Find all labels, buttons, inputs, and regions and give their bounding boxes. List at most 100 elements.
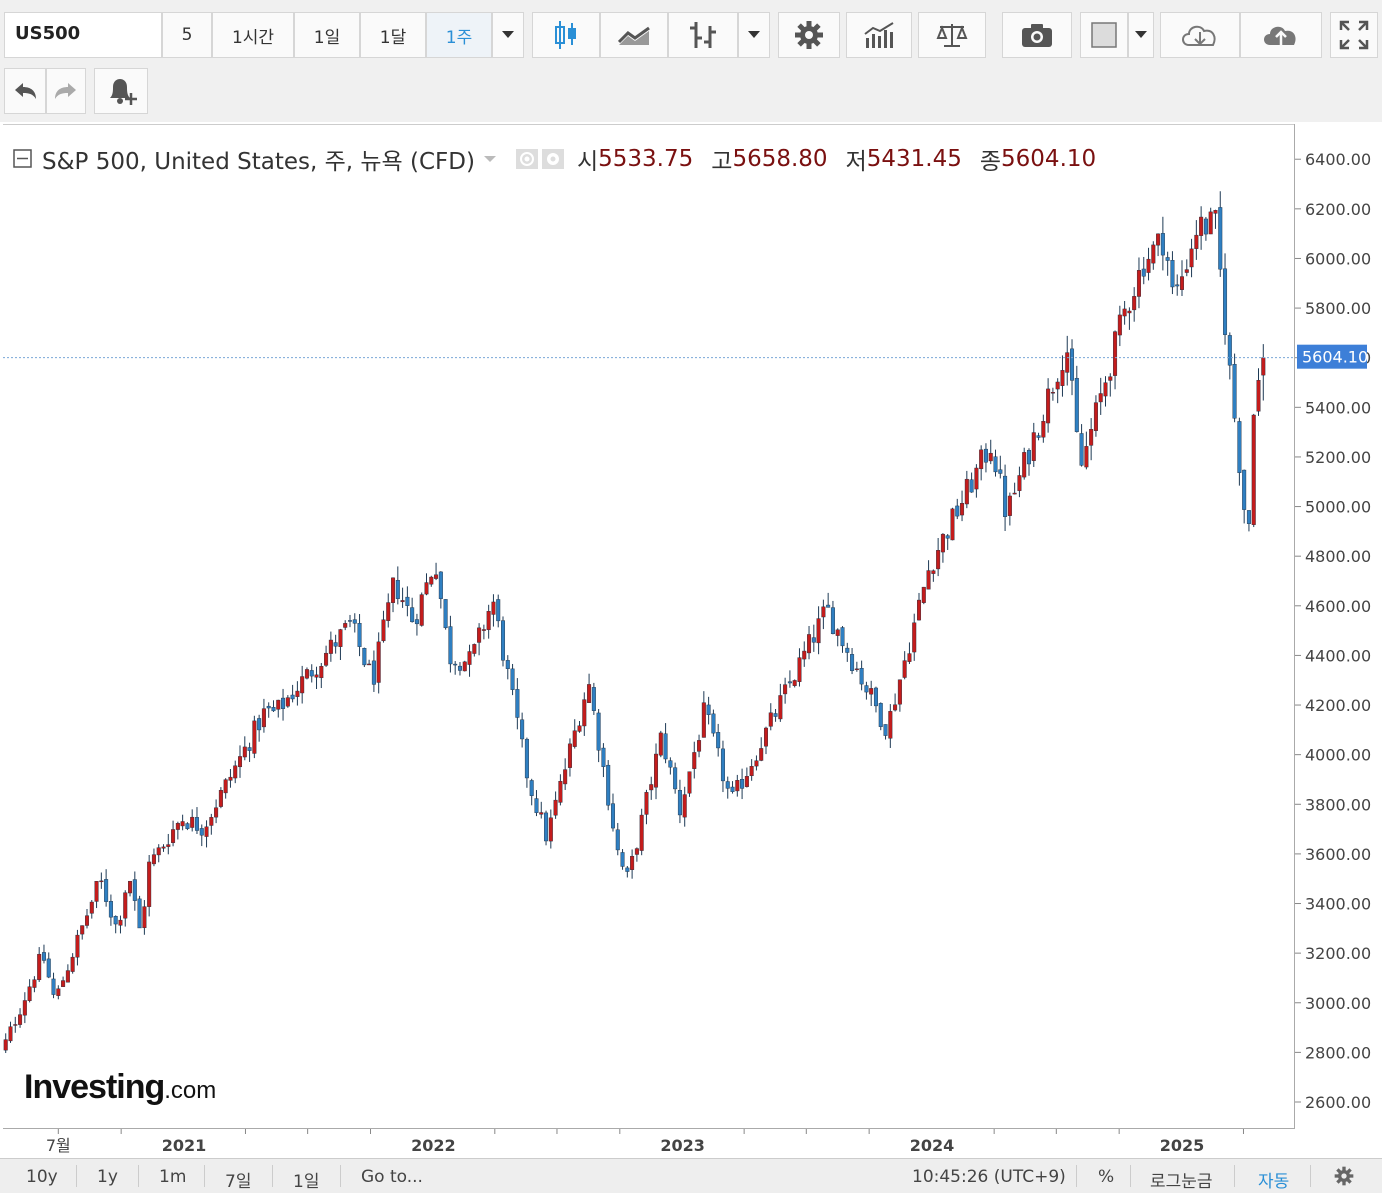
candle <box>314 666 319 689</box>
bar-chart-type-button[interactable] <box>668 12 738 58</box>
candle <box>974 464 979 498</box>
candle <box>572 719 577 749</box>
load-from-cloud-button[interactable] <box>1160 12 1240 58</box>
investing-logo: Investing.com <box>24 1068 216 1107</box>
range-7day-button[interactable]: 7일 <box>225 1172 252 1192</box>
interval-5min-button[interactable]: 5 <box>162 12 212 58</box>
interval-1hour-button[interactable]: 1시간 <box>212 12 294 58</box>
chart-area[interactable] <box>3 124 1295 1128</box>
candle <box>955 498 960 520</box>
candle <box>1065 335 1070 386</box>
candle <box>1223 253 1228 345</box>
candle <box>1256 368 1261 416</box>
candle <box>735 774 740 797</box>
candle <box>37 947 42 982</box>
interval-dropdown-button[interactable] <box>492 12 524 58</box>
interval-1month-button[interactable]: 1달 <box>360 12 426 58</box>
chevron-down-icon <box>502 31 514 38</box>
candle-chart-type-button[interactable] <box>532 12 600 58</box>
candle <box>869 680 874 706</box>
candle <box>438 571 443 609</box>
candle <box>567 738 572 777</box>
candle <box>300 665 305 704</box>
y-tick-label: 3600.00 <box>1305 845 1371 864</box>
range-1day-button[interactable]: 1일 <box>293 1172 320 1192</box>
candle <box>524 737 529 788</box>
candle <box>1007 492 1012 526</box>
candle <box>467 644 472 677</box>
candle <box>228 768 233 788</box>
collapse-legend-icon[interactable] <box>12 148 34 170</box>
undo-button[interactable] <box>4 68 46 114</box>
candle <box>496 594 501 628</box>
candle <box>481 624 486 640</box>
candle <box>1098 377 1103 415</box>
candle <box>70 953 75 974</box>
candle <box>558 774 563 806</box>
screenshot-button[interactable] <box>1002 12 1072 58</box>
indicators-button[interactable] <box>846 12 912 58</box>
chevron-down-icon[interactable] <box>483 154 497 164</box>
candle <box>400 587 405 608</box>
candle <box>137 895 142 929</box>
candle <box>1251 413 1256 528</box>
candle <box>931 569 936 582</box>
time-axis[interactable]: 7월 2021 2022 2023 2024 2025 <box>3 1128 1295 1158</box>
log-scale-toggle[interactable]: 로그눈금 <box>1150 1172 1213 1192</box>
candle <box>1165 251 1170 276</box>
symbol-input[interactable]: US500 <box>4 12 162 58</box>
candle <box>266 702 271 718</box>
candle <box>18 1008 23 1028</box>
background-color-button[interactable] <box>1080 12 1128 58</box>
y-tick-label: 4600.00 <box>1305 597 1371 616</box>
percent-scale-toggle[interactable]: % <box>1098 1167 1115 1187</box>
clock-timezone[interactable]: 10:45:26 (UTC+9) <box>912 1167 1066 1187</box>
candle <box>1041 414 1046 443</box>
axis-settings-gear-icon[interactable] <box>1334 1166 1354 1186</box>
candle <box>214 799 219 824</box>
visibility-eye-icon[interactable] <box>515 148 539 170</box>
candle <box>333 634 338 654</box>
compare-button[interactable] <box>918 12 986 58</box>
range-10y-button[interactable]: 10y <box>26 1167 58 1187</box>
range-1y-button[interactable]: 1y <box>97 1167 118 1187</box>
save-to-cloud-button[interactable] <box>1240 12 1322 58</box>
candle <box>716 723 721 757</box>
chart-type-dropdown-button[interactable] <box>738 12 770 58</box>
fullscreen-button[interactable] <box>1330 12 1378 58</box>
candle <box>166 833 171 855</box>
candle <box>414 613 419 636</box>
candle <box>472 643 477 657</box>
candle <box>41 944 46 964</box>
go-to-date-button[interactable]: Go to... <box>361 1167 423 1187</box>
candle <box>673 762 678 794</box>
x-tick-label: 7월 <box>46 1136 71 1155</box>
range-1m-button[interactable]: 1m <box>159 1167 187 1187</box>
candle <box>988 439 993 465</box>
y-tick-label: 5000.00 <box>1305 498 1371 517</box>
settings-button[interactable] <box>778 12 840 58</box>
interval-1day-button[interactable]: 1일 <box>294 12 360 58</box>
interval-1week-button[interactable]: 1주 <box>426 12 492 58</box>
candle <box>754 755 759 771</box>
candle <box>362 647 367 668</box>
candle <box>936 537 941 577</box>
price-axis[interactable]: 2600.00 2800.00 3000.00 3200.00 3400.00 3600.… <box>1294 124 1382 1128</box>
redo-button[interactable] <box>46 68 86 114</box>
candle <box>142 900 147 935</box>
candle <box>687 771 692 797</box>
add-alert-button[interactable] <box>94 68 148 114</box>
color-dropdown-button[interactable] <box>1128 12 1154 58</box>
line-chart-type-button[interactable] <box>600 12 668 58</box>
candle <box>1151 241 1156 270</box>
candle <box>1232 353 1237 423</box>
redo-icon <box>55 83 76 99</box>
candle <box>410 597 415 623</box>
auto-scale-toggle[interactable]: 자동 <box>1258 1172 1290 1192</box>
candle <box>797 648 802 687</box>
candle <box>1127 307 1132 330</box>
candle <box>46 952 51 979</box>
candle <box>893 693 898 712</box>
series-settings-gear-icon[interactable] <box>541 148 565 170</box>
candle <box>290 684 295 703</box>
